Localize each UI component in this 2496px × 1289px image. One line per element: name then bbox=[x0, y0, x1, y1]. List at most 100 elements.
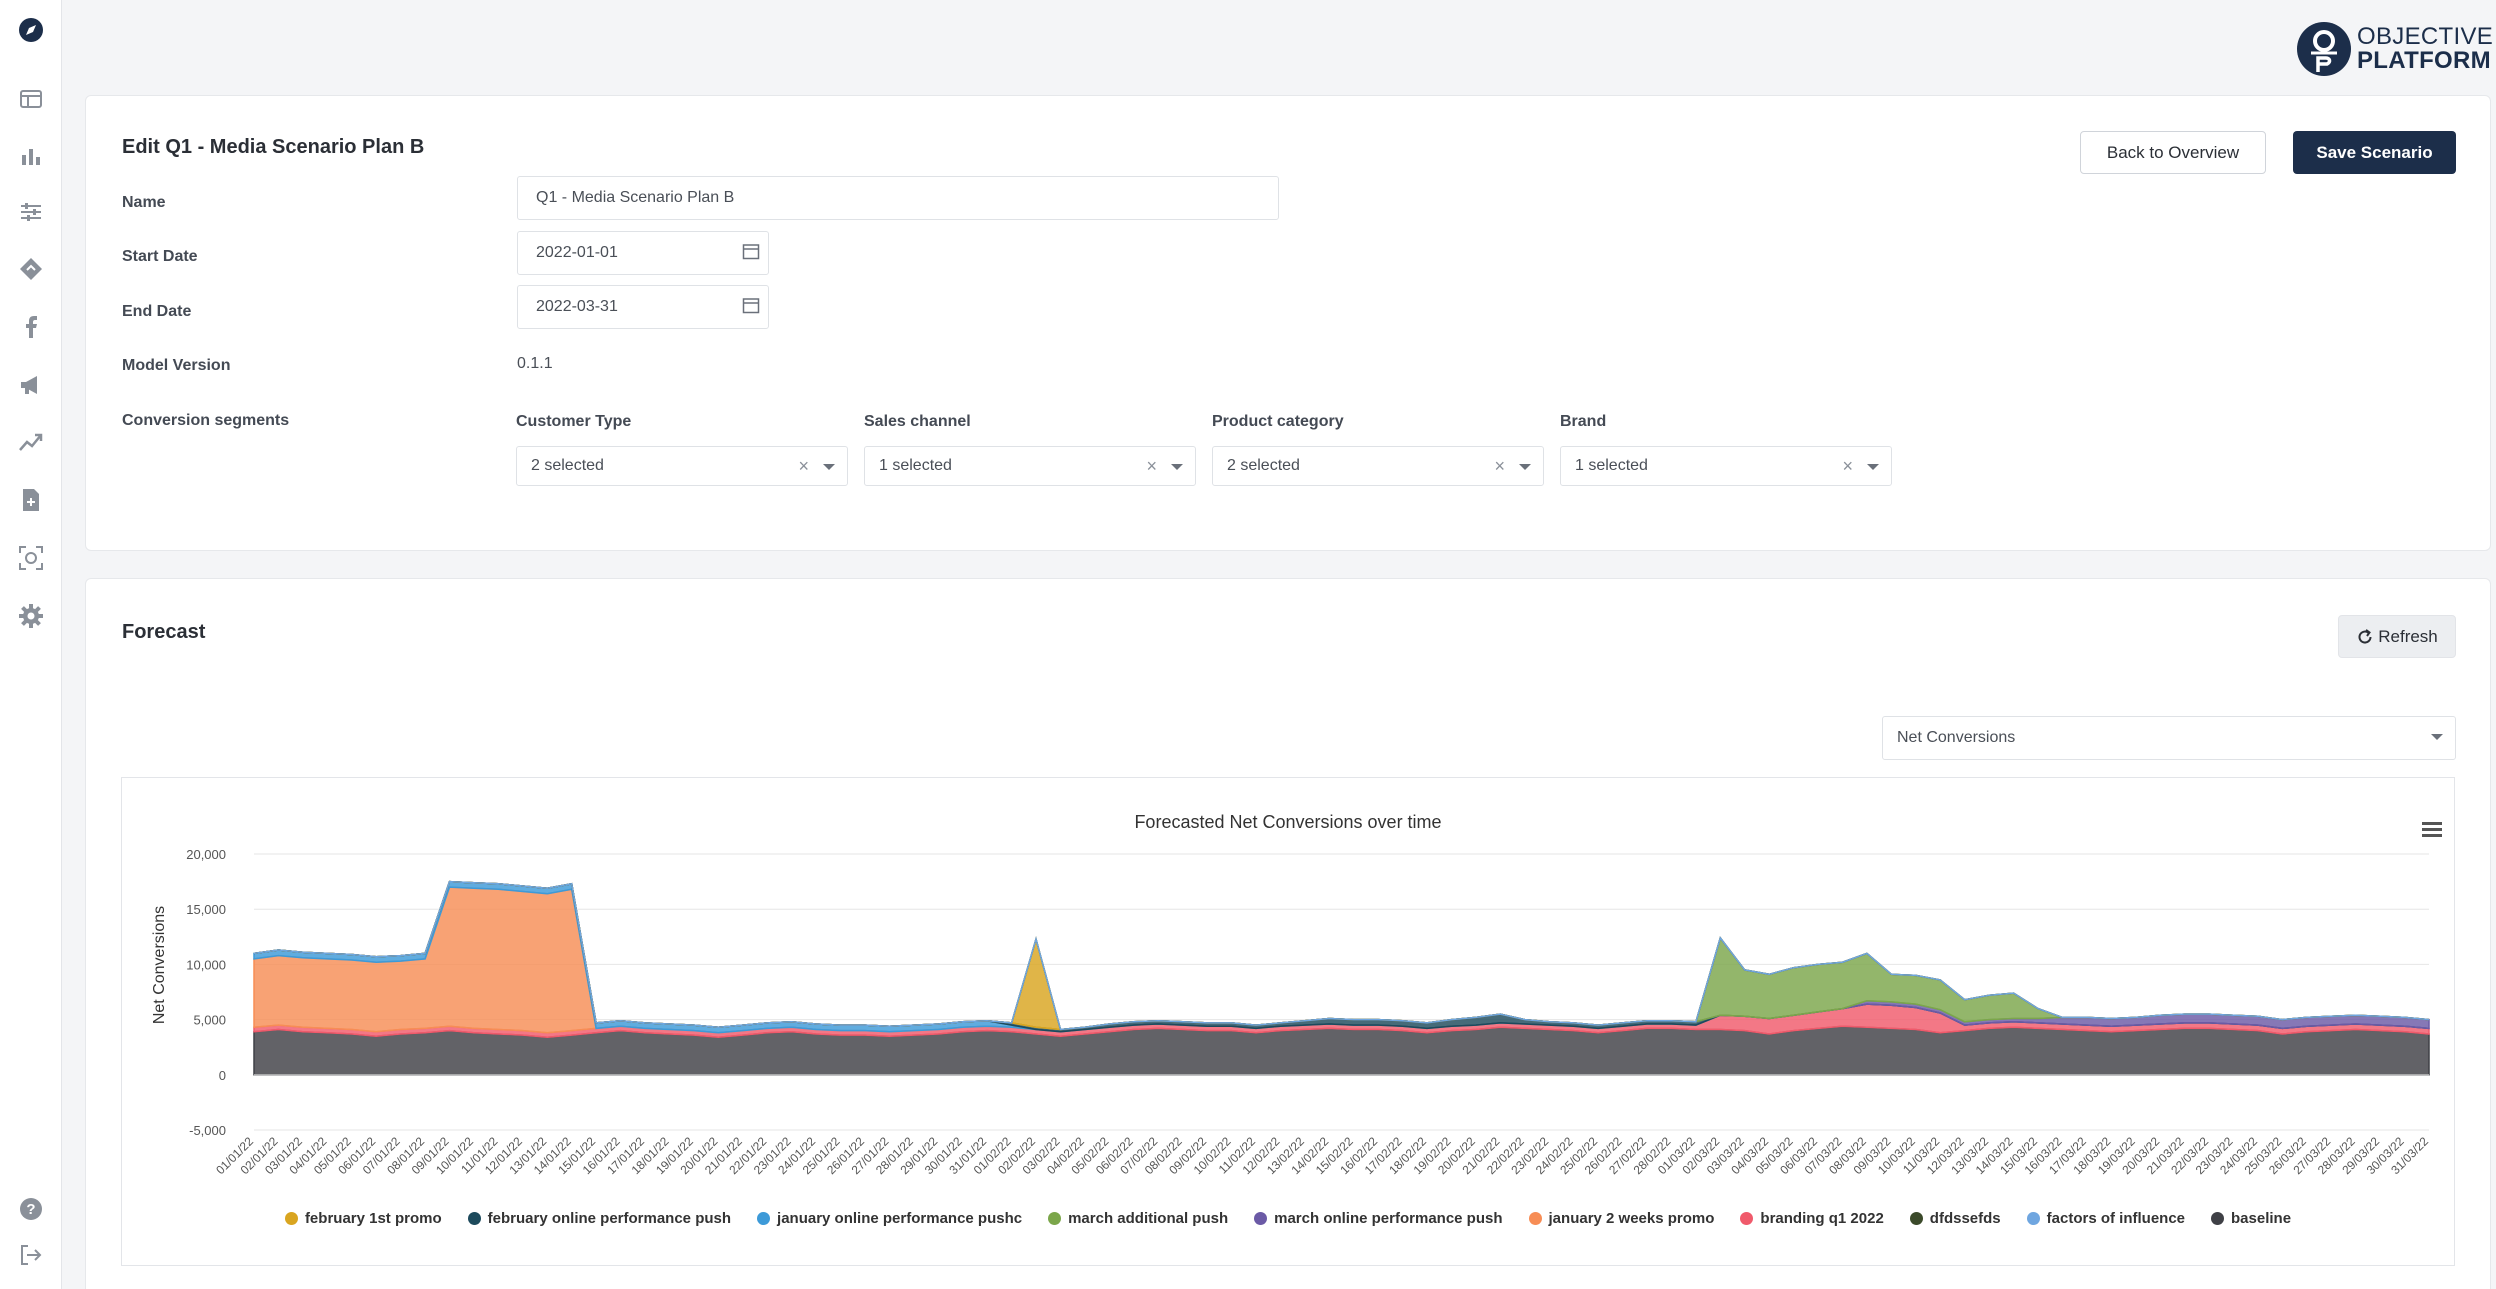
start-date-value: 2022-01-01 bbox=[536, 244, 618, 261]
edit-scenario-card: Edit Q1 - Media Scenario Plan B Back to … bbox=[85, 95, 2491, 551]
legend-label: dfdssefds bbox=[1929, 1210, 2001, 1227]
chart-legend: february 1st promo february online perfor… bbox=[122, 1210, 2454, 1227]
chart-plot: 20,000 15,000 10,000 5,000 0 -5,000 Net Conver… bbox=[151, 847, 2431, 1177]
product-category-label: Product category bbox=[1212, 413, 1344, 430]
diamond-icon[interactable] bbox=[14, 252, 48, 286]
legend-item[interactable]: dfdssefds bbox=[1909, 1210, 2001, 1227]
legend-item[interactable]: february 1st promo bbox=[284, 1210, 442, 1227]
sliders-icon[interactable] bbox=[14, 195, 48, 229]
refresh-button[interactable]: Refresh bbox=[2338, 615, 2456, 658]
customer-type-value: 2 selected bbox=[531, 457, 604, 474]
back-to-overview-button[interactable]: Back to Overview bbox=[2080, 131, 2266, 174]
gear-icon[interactable] bbox=[14, 599, 48, 633]
legend-dot-icon bbox=[1528, 1212, 1542, 1225]
legend-dot-icon bbox=[757, 1212, 771, 1225]
logo-line1: OBJECTIVE bbox=[2357, 23, 2494, 50]
sales-channel-label: Sales channel bbox=[864, 413, 971, 430]
legend-label: january 2 weeks promo bbox=[1548, 1210, 1715, 1227]
customer-type-select[interactable]: 2 selected × bbox=[516, 446, 848, 486]
forecast-title: Forecast bbox=[122, 621, 206, 643]
y-tick-label: -5,000 bbox=[189, 1123, 226, 1138]
product-category-value: 2 selected bbox=[1227, 457, 1300, 474]
refresh-label: Refresh bbox=[2378, 626, 2438, 646]
clear-icon[interactable]: × bbox=[798, 456, 809, 476]
y-axis-label: Net Conversions bbox=[151, 906, 168, 1024]
page-title: Edit Q1 - Media Scenario Plan B bbox=[122, 136, 425, 158]
legend-item[interactable]: baseline bbox=[2211, 1210, 2291, 1227]
brand-logo: OBJECTIVE PLATFORM bbox=[2297, 20, 2493, 78]
chevron-down-icon[interactable] bbox=[2431, 734, 2443, 740]
calendar-icon[interactable] bbox=[742, 242, 760, 260]
start-date-field[interactable]: 2022-01-01 bbox=[517, 231, 769, 275]
legend-item[interactable]: factors of influence bbox=[2026, 1210, 2186, 1227]
legend-label: march additional push bbox=[1068, 1210, 1229, 1227]
refresh-icon bbox=[2358, 628, 2372, 644]
legend-dot-icon bbox=[284, 1212, 298, 1225]
y-tick-label: 20,000 bbox=[186, 847, 226, 862]
bar-chart-icon[interactable] bbox=[14, 139, 48, 173]
table-icon[interactable] bbox=[14, 82, 48, 116]
customer-type-label: Customer Type bbox=[516, 413, 632, 430]
legend-item[interactable]: march online performance push bbox=[1254, 1210, 1503, 1227]
chevron-down-icon[interactable] bbox=[1171, 464, 1183, 470]
chevron-down-icon[interactable] bbox=[823, 464, 835, 470]
legend-label: factors of influence bbox=[2046, 1210, 2186, 1227]
legend-item[interactable]: january 2 weeks promo bbox=[1528, 1210, 1715, 1227]
sales-channel-select[interactable]: 1 selected × bbox=[864, 446, 1196, 486]
sales-channel-value: 1 selected bbox=[879, 457, 952, 474]
document-plus-icon[interactable] bbox=[14, 483, 48, 517]
y-tick-label: 0 bbox=[219, 1068, 226, 1083]
brand-select[interactable]: 1 selected × bbox=[1560, 446, 1892, 486]
legend-item[interactable]: february online performance push bbox=[467, 1210, 732, 1227]
name-field[interactable]: Q1 - Media Scenario Plan B bbox=[517, 176, 1279, 220]
sidebar: ? bbox=[0, 0, 62, 1289]
svg-text:?: ? bbox=[26, 1201, 35, 1218]
forecast-chart: Forecasted Net Conversions over time 20,… bbox=[121, 777, 2455, 1266]
compass-icon[interactable] bbox=[14, 13, 48, 47]
legend-dot-icon bbox=[2026, 1212, 2040, 1225]
legend-label: january online performance pushc bbox=[777, 1210, 1023, 1227]
brand-value: 1 selected bbox=[1575, 457, 1648, 474]
legend-dot-icon bbox=[1740, 1212, 1754, 1225]
legend-label: february 1st promo bbox=[304, 1210, 442, 1227]
y-tick-label: 15,000 bbox=[186, 902, 226, 917]
save-scenario-button[interactable]: Save Scenario bbox=[2293, 131, 2456, 174]
legend-label: branding q1 2022 bbox=[1760, 1210, 1884, 1227]
model-version-value: 0.1.1 bbox=[517, 355, 553, 372]
brand-label: Brand bbox=[1560, 413, 1607, 430]
legend-item[interactable]: branding q1 2022 bbox=[1740, 1210, 1884, 1227]
logout-icon[interactable] bbox=[14, 1238, 48, 1272]
conversion-segments-label: Conversion segments bbox=[122, 412, 290, 429]
trend-icon[interactable] bbox=[14, 425, 48, 459]
y-tick-label: 5,000 bbox=[193, 1013, 226, 1028]
end-date-field[interactable]: 2022-03-31 bbox=[517, 285, 769, 329]
legend-dot-icon bbox=[2211, 1212, 2225, 1225]
start-date-label: Start Date bbox=[122, 248, 198, 265]
end-date-value: 2022-03-31 bbox=[536, 298, 618, 315]
help-icon[interactable]: ? bbox=[14, 1192, 48, 1226]
legend-label: march online performance push bbox=[1274, 1210, 1503, 1227]
legend-item[interactable]: january online performance pushc bbox=[757, 1210, 1022, 1227]
legend-dot-icon bbox=[467, 1212, 481, 1225]
name-label: Name bbox=[122, 194, 166, 211]
clear-icon[interactable]: × bbox=[1494, 456, 1505, 476]
product-category-select[interactable]: 2 selected × bbox=[1212, 446, 1544, 486]
calendar-icon[interactable] bbox=[742, 296, 760, 314]
legend-label: february online performance push bbox=[487, 1210, 732, 1227]
target-scan-icon[interactable] bbox=[14, 541, 48, 575]
megaphone-icon[interactable] bbox=[14, 368, 48, 402]
area-factors-of-influence bbox=[253, 880, 2430, 1031]
chevron-down-icon[interactable] bbox=[1519, 464, 1531, 470]
clear-icon[interactable]: × bbox=[1146, 456, 1157, 476]
clear-icon[interactable]: × bbox=[1842, 456, 1853, 476]
legend-label: baseline bbox=[2231, 1210, 2292, 1227]
chart-menu-icon[interactable] bbox=[2422, 822, 2442, 838]
logo-mark-icon bbox=[2297, 22, 2351, 76]
chart-title: Forecasted Net Conversions over time bbox=[1134, 812, 1442, 832]
legend-item[interactable]: march additional push bbox=[1048, 1210, 1228, 1227]
y-tick-label: 10,000 bbox=[186, 957, 226, 972]
end-date-label: End Date bbox=[122, 303, 192, 320]
facebook-icon[interactable] bbox=[14, 310, 48, 344]
chevron-down-icon[interactable] bbox=[1867, 464, 1879, 470]
metric-select[interactable]: Net Conversions bbox=[1882, 716, 2456, 760]
